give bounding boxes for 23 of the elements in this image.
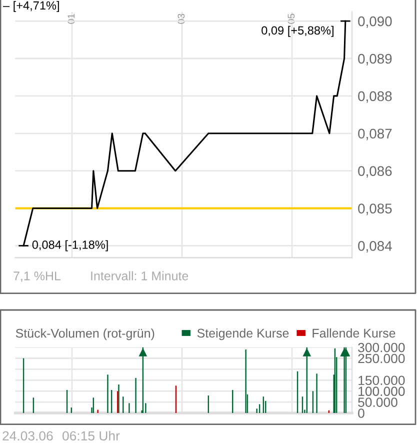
text: 7,1 %HL xyxy=(14,272,61,282)
y-tick-label: 0,086 xyxy=(358,166,392,178)
y-tick-label: 150.000 xyxy=(358,376,405,386)
y-tick-label: 300.000 xyxy=(358,342,405,352)
y-tick-label: 0,085 xyxy=(358,204,392,216)
y-tick-label: 250.000 xyxy=(358,354,405,364)
y-tick-label: 0,089 xyxy=(358,54,392,66)
annotation: 0,084 [-1,18%] xyxy=(32,240,108,252)
y-tick-label: 0,084 xyxy=(358,241,392,253)
chart-title: Stück-Volumen (rot-grün) xyxy=(16,328,154,340)
annotation: – [+4,71%] xyxy=(3,1,59,12)
y-tick-label: 100.000 xyxy=(358,386,405,396)
text: 06:15 Uhr xyxy=(62,430,120,441)
legend-label: Steigende Kurse xyxy=(197,328,289,340)
y-tick-label: 50.000 xyxy=(358,398,398,407)
y-tick-label: 0,090 xyxy=(358,16,392,28)
y-tick-label: 0,087 xyxy=(358,128,392,140)
y-tick-label: 0,088 xyxy=(358,91,392,103)
annotation: 0,09 [+5,88%] xyxy=(262,26,334,37)
y-tick-label: 0 xyxy=(358,408,364,418)
text: Intervall: 1 Minute xyxy=(91,271,188,280)
legend-label: Fallende Kurse xyxy=(312,328,396,338)
text: 24.03.06 xyxy=(2,431,53,441)
